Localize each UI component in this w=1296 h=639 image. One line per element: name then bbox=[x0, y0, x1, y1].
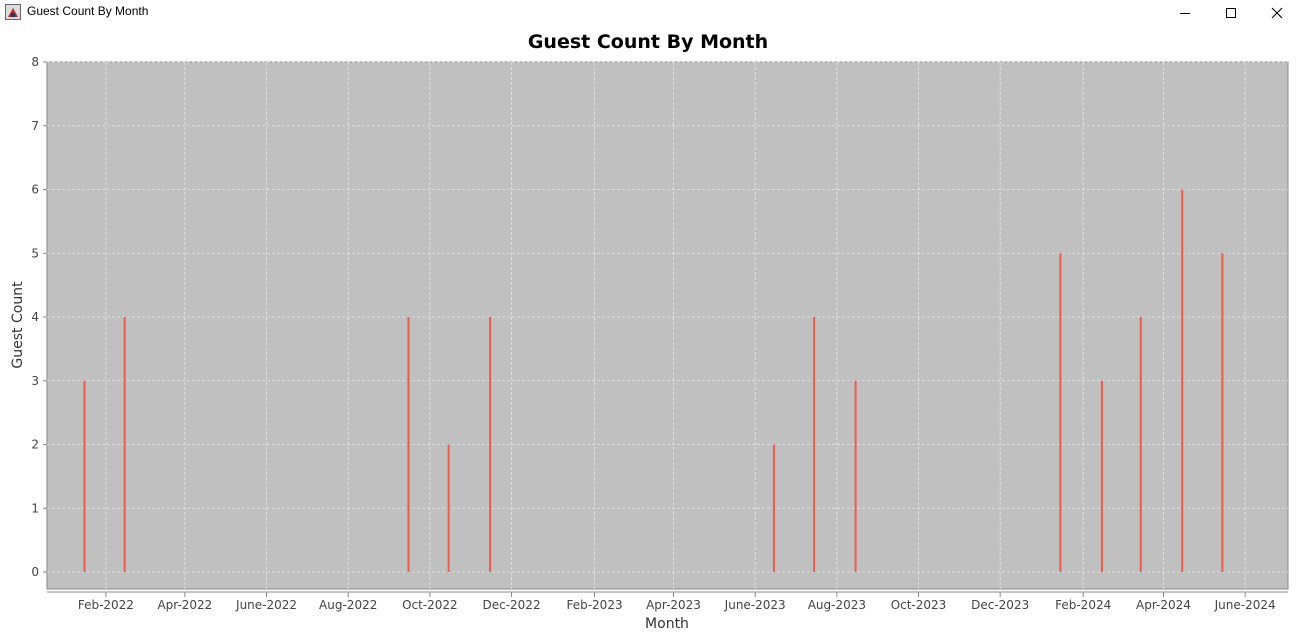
x-tick-label: Oct-2023 bbox=[891, 598, 947, 612]
x-axis-ticks: Feb-2022 Apr-2022 June-2022 Aug-2022 Oct-202… bbox=[78, 592, 1276, 612]
x-tick-label: June-2022 bbox=[235, 598, 297, 612]
x-tick-label: Apr-2022 bbox=[157, 598, 212, 612]
y-tick-label: 1 bbox=[31, 501, 39, 515]
grid-lines bbox=[47, 61, 1288, 589]
x-tick-label: Dec-2023 bbox=[971, 598, 1029, 612]
minimize-icon bbox=[1180, 12, 1190, 14]
plot-area bbox=[46, 61, 1289, 590]
java-app-icon[interactable] bbox=[5, 4, 21, 20]
close-icon bbox=[1271, 7, 1283, 18]
x-tick-label: Feb-2022 bbox=[78, 598, 134, 612]
x-tick-label: June-2024 bbox=[1214, 598, 1276, 612]
maximize-button[interactable] bbox=[1208, 0, 1254, 25]
close-button[interactable] bbox=[1254, 0, 1296, 25]
x-tick-label: Feb-2023 bbox=[566, 598, 622, 612]
y-tick-label: 7 bbox=[31, 119, 39, 133]
y-tick-label: 0 bbox=[31, 565, 39, 579]
y-tick-label: 4 bbox=[31, 310, 39, 324]
chart-title: Guest Count By Month bbox=[528, 31, 768, 53]
x-tick-label: Feb-2024 bbox=[1055, 598, 1111, 612]
y-tick-label: 2 bbox=[31, 438, 39, 452]
x-tick-label: June-2023 bbox=[724, 598, 786, 612]
y-tick-label: 6 bbox=[31, 183, 39, 197]
x-tick-label: Dec-2022 bbox=[482, 598, 540, 612]
y-tick-label: 5 bbox=[31, 246, 39, 260]
y-axis-label: Guest Count bbox=[10, 281, 26, 369]
x-tick-label: Apr-2024 bbox=[1136, 598, 1191, 612]
x-axis-label: Month bbox=[645, 616, 689, 632]
guest-count-chart: Guest Count By Month Feb-2022 Apr-2022 Jun… bbox=[10, 31, 1289, 632]
x-tick-label: Aug-2022 bbox=[319, 598, 377, 612]
bars-series bbox=[83, 189, 1224, 572]
y-axis-ticks: 0 1 2 3 4 5 6 7 8 bbox=[31, 55, 47, 579]
minimize-button[interactable] bbox=[1162, 0, 1208, 25]
y-tick-label: 3 bbox=[31, 374, 39, 388]
maximize-icon bbox=[1226, 7, 1236, 18]
window-title: Guest Count By Month bbox=[27, 4, 149, 18]
x-tick-label: Apr-2023 bbox=[646, 598, 701, 612]
chart-panel: Guest Count By Month Feb-2022 Apr-2022 Jun… bbox=[0, 25, 1296, 635]
window-titlebar: Guest Count By Month bbox=[0, 0, 1296, 25]
x-tick-label: Aug-2023 bbox=[808, 598, 866, 612]
x-tick-label: Oct-2022 bbox=[402, 598, 458, 612]
y-tick-label: 8 bbox=[31, 55, 39, 69]
